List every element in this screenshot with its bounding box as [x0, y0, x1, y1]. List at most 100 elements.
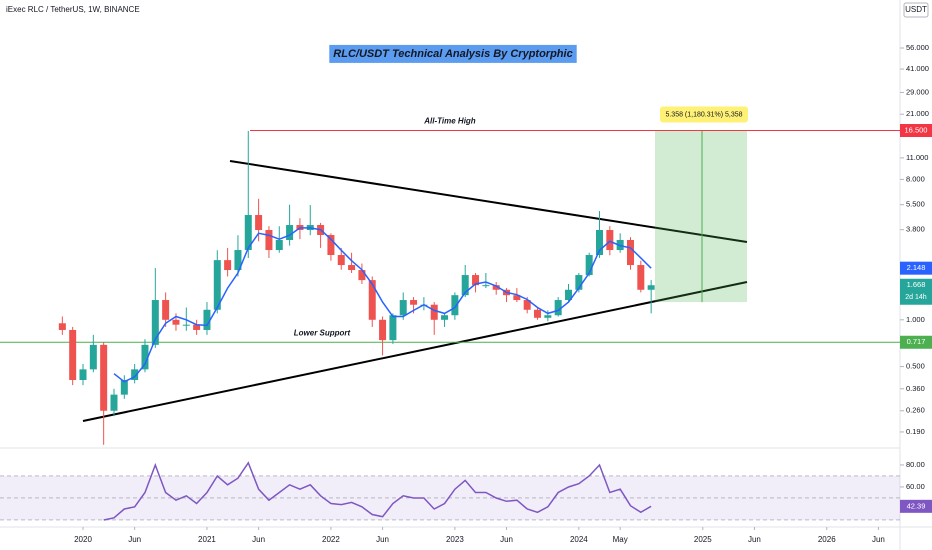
candle-body [224, 260, 232, 271]
price-tag [900, 124, 932, 138]
candle-body [544, 315, 552, 318]
y-tick-label: 8.000 [906, 174, 925, 183]
y-tick-label: 0.190 [906, 427, 925, 436]
ath-annotation: All-Time High [423, 117, 476, 126]
y-tick-label: 1.000 [906, 315, 925, 324]
x-tick-label: Jun [748, 535, 761, 544]
x-tick-label: 2026 [818, 535, 836, 544]
candle-body [637, 265, 645, 290]
y-tick-label: 5.500 [906, 200, 925, 209]
candle-body [534, 309, 542, 318]
price-tag [900, 278, 932, 305]
y-tick-label: 11.000 [906, 153, 928, 162]
candle-body [193, 324, 201, 330]
x-tick-label: Jun [376, 535, 389, 544]
x-tick-label: 2024 [570, 535, 588, 544]
candle-body [358, 270, 366, 281]
y-tick-label: 41.000 [906, 64, 929, 73]
x-tick-label: May [613, 535, 628, 544]
candle-body [379, 319, 387, 341]
candle-body [275, 240, 283, 251]
candle-body [585, 255, 593, 276]
x-tick-label: 2025 [694, 535, 712, 544]
x-tick-label: 2021 [198, 535, 216, 544]
price-tag-label: 2.148 [907, 263, 926, 272]
candle-body [327, 235, 335, 256]
candle-body [255, 215, 263, 231]
candle-body [100, 344, 108, 411]
price-tag-label: 1.668 [907, 280, 926, 289]
candle-body [575, 275, 583, 290]
rsi-tag [900, 499, 932, 513]
candle-body [141, 344, 149, 370]
candle-body [286, 225, 294, 241]
rsi-tick-label: 60.00 [906, 482, 925, 491]
candle-body [131, 369, 139, 380]
candle-body [492, 285, 500, 290]
candle-body [69, 329, 77, 380]
support-annotation: Lower Support [294, 328, 351, 337]
candle-body [162, 300, 170, 320]
price-tag [900, 335, 932, 349]
price-tag-label: 0.717 [907, 337, 926, 346]
candle-body [451, 295, 459, 316]
y-tick-label: 56.000 [906, 43, 929, 52]
candle-body [472, 275, 480, 286]
chart-title-box [329, 44, 577, 63]
candle-body [337, 255, 345, 266]
candle-body [172, 319, 180, 325]
position-profit-zone [655, 130, 747, 303]
upper-trendline [229, 160, 748, 243]
symbol-header: iExec RLC / TetherUS, 1W, BINANCE [6, 5, 140, 14]
x-tick-label: 2020 [74, 535, 92, 544]
x-tick-label: Jun [500, 535, 513, 544]
candle-body [110, 394, 118, 411]
candle-body [554, 300, 562, 316]
currency-label: USDT [905, 5, 927, 14]
candle-body [368, 280, 376, 320]
candle-body [203, 309, 211, 330]
candle-body [89, 344, 97, 370]
y-tick-label: 0.360 [906, 384, 925, 393]
candle-body [596, 230, 603, 256]
x-tick-label: Jun [252, 535, 265, 544]
y-tick-label: 0.500 [906, 362, 925, 371]
candle-body [244, 215, 252, 251]
rsi-tick-label: 80.00 [906, 460, 925, 469]
candle-body [182, 324, 190, 326]
candle-body [606, 230, 614, 251]
candle-body [399, 300, 407, 316]
x-tick-label: Jun [128, 535, 141, 544]
price-tag-label: 16.500 [905, 125, 928, 134]
y-tick-label: 0.260 [906, 406, 925, 415]
y-tick-label: 29.000 [906, 87, 929, 96]
candle-body [482, 285, 490, 287]
rsi-tag-label: 42.39 [907, 501, 926, 510]
position-label: 5.358 (1,180.31%) 5,358 [665, 111, 742, 118]
candle-body [441, 315, 449, 320]
candle-body [565, 289, 573, 301]
candle-body [58, 323, 66, 330]
x-tick-label: Jun [872, 535, 885, 544]
countdown-label: 2d 14h [905, 294, 927, 301]
candle-body [523, 300, 531, 310]
lower-trendline [82, 281, 748, 422]
candle-body [410, 300, 418, 305]
position-label-box [660, 106, 748, 123]
candle-body [461, 275, 469, 296]
rsi-line [103, 461, 652, 521]
candle-body [79, 369, 87, 380]
y-tick-label: 3.800 [906, 225, 925, 234]
moving-average [113, 227, 652, 383]
candle-body [626, 240, 634, 266]
price-tag [900, 261, 932, 275]
candle-body [513, 295, 521, 301]
candle-body [234, 250, 242, 271]
currency-box[interactable] [903, 2, 929, 18]
candle-body [647, 285, 655, 290]
candle-body [151, 300, 159, 345]
candle-body [430, 304, 438, 320]
